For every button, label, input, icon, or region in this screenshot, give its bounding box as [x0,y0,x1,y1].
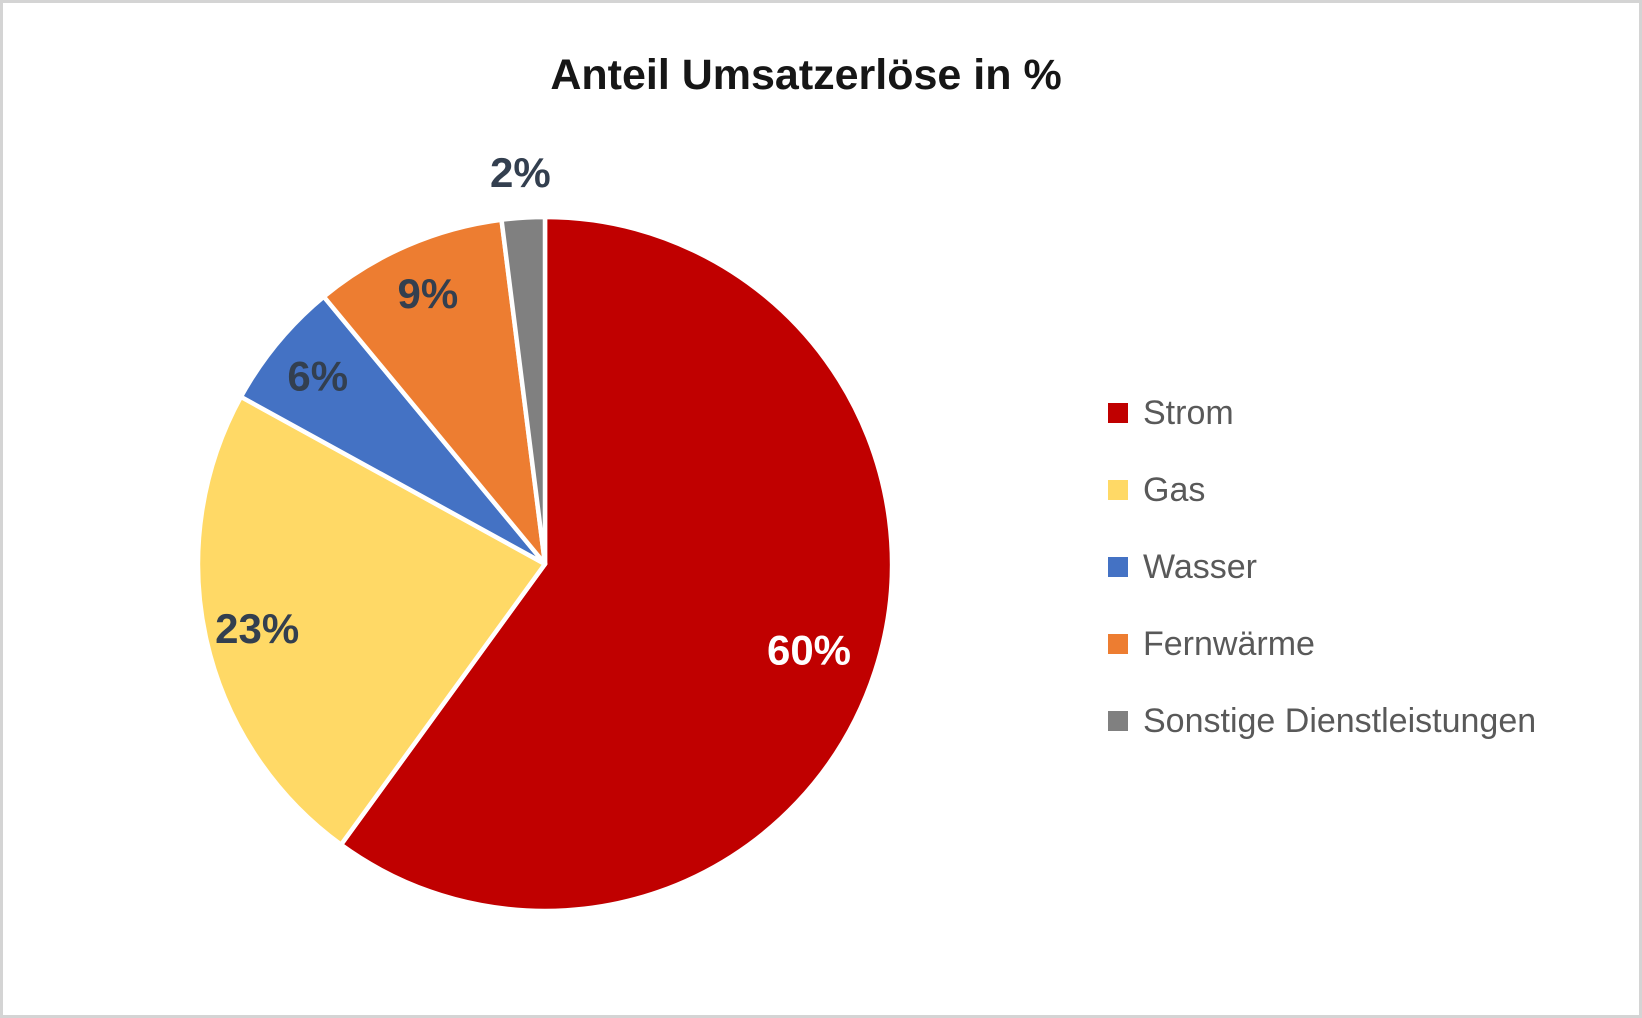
legend-swatch [1108,634,1128,654]
chart-title: Anteil Umsatzerlöse in % [550,51,1062,99]
pie-data-label: 2% [490,149,551,196]
pie-data-label: 23% [215,605,299,652]
legend-item: Gas [1108,470,1536,510]
legend-label: Strom [1143,393,1234,432]
legend-item: Sonstige Dienstleistungen [1108,701,1536,741]
legend-label: Sonstige Dienstleistungen [1143,701,1537,740]
pie-chart: 60% 23% 6% 9% 2% [195,149,895,914]
legend-item: Strom [1108,393,1536,433]
legend-swatch [1108,711,1128,731]
legend-swatch [1108,557,1128,577]
legend-label: Gas [1143,470,1206,509]
pie-slice [195,394,548,847]
legend-swatch [1108,403,1128,423]
pie-slice [338,214,895,914]
legend-item: Wasser [1108,547,1536,587]
legend-label: Wasser [1143,547,1257,586]
legend: Strom Gas Wasser Fernwärme Sonstige Dien… [1108,393,1536,778]
legend-label: Fernwärme [1143,624,1315,663]
pie-slice [499,214,548,567]
pie-slice [321,217,548,567]
pie-slice [238,294,548,567]
pie-data-label: 9% [398,270,459,317]
legend-swatch [1108,480,1128,500]
pie-data-label: 60% [767,626,851,673]
legend-item: Fernwärme [1108,624,1536,664]
pie-data-label: 6% [287,353,348,400]
